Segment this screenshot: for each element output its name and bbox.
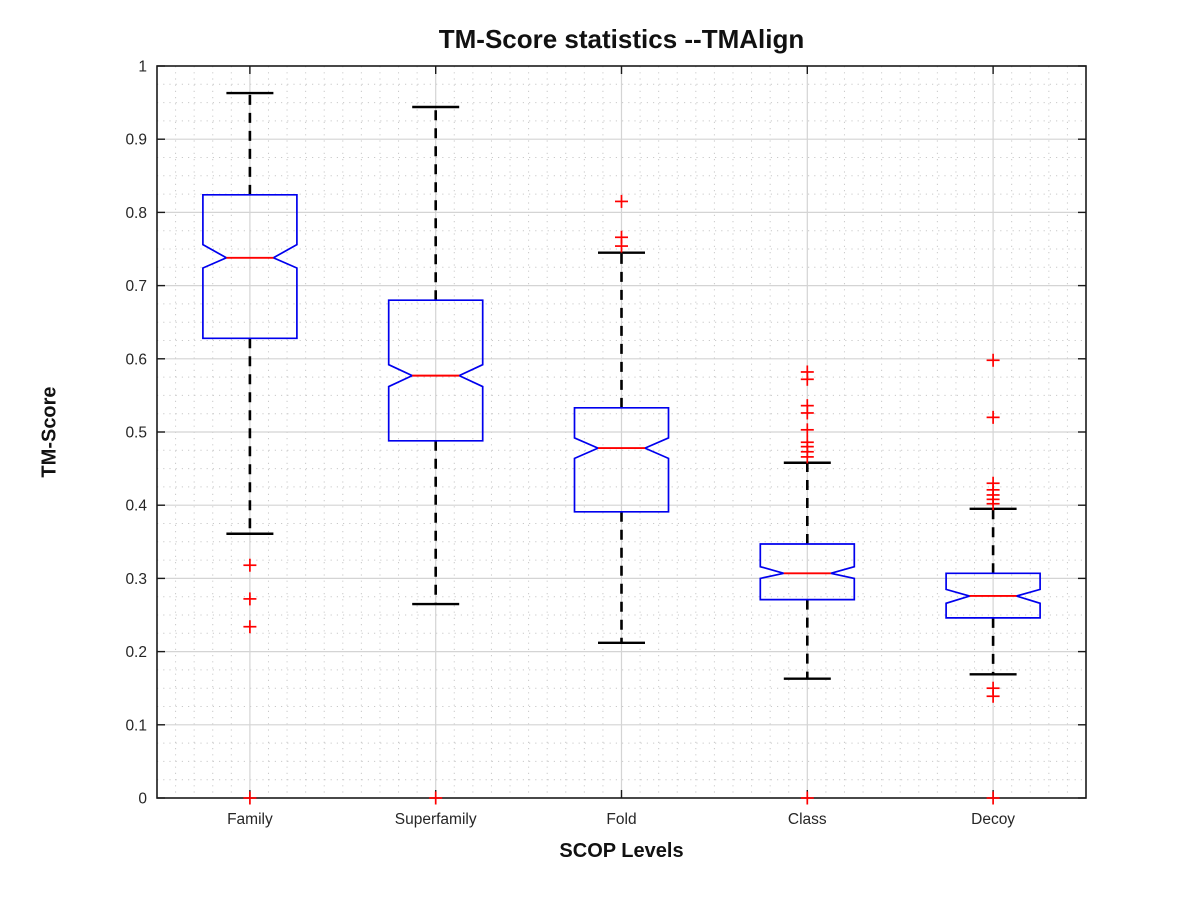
box-superfamily [387,299,484,442]
x-axis-label: SCOP Levels [559,840,684,862]
box-class [759,543,856,601]
y-tick-label: 0.6 [125,351,147,368]
x-tick-label: Family [227,811,273,828]
y-tick-label: 0.5 [125,425,147,442]
box-decoy [945,572,1041,619]
x-tick-label: Decoy [971,811,1015,828]
chart-title: TM-Score statistics --TMAlign [438,24,805,54]
y-tick-label: 0.3 [125,571,147,588]
y-tick-label: 0.7 [125,278,147,295]
y-tick-label: 1 [138,59,147,76]
y-tick-label: 0.1 [125,717,147,734]
x-tick-label: Superfamily [395,811,477,828]
box-family [202,193,298,340]
y-tick-label: 0.2 [125,644,147,661]
x-tick-label: Class [788,811,827,828]
y-tick-label: 0.8 [125,205,147,222]
y-tick-label: 0.4 [125,498,147,515]
y-tick-label: 0.9 [125,132,147,149]
x-tick-label: Fold [606,811,636,828]
box-fold [573,406,670,513]
y-tick-label: 0 [138,791,147,808]
